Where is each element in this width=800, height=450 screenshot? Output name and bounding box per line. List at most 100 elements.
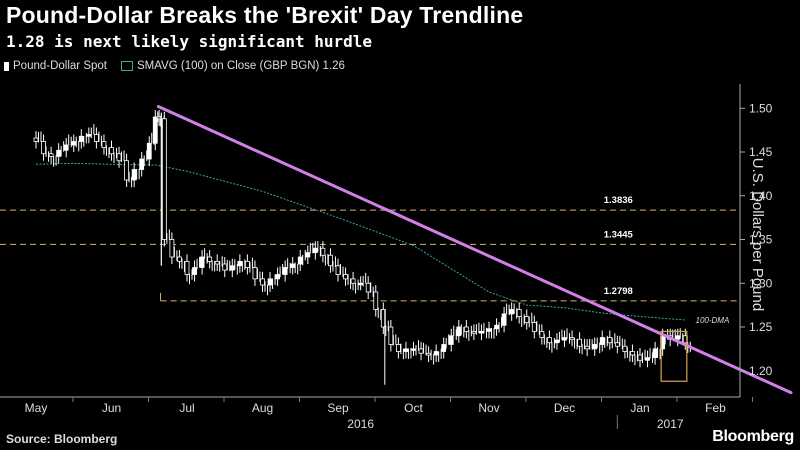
candle-body [675,335,681,340]
candle-body [161,118,167,240]
candle-body [388,326,394,345]
x-tick-label: May [25,401,48,415]
candle-body [207,256,213,262]
candle-body [494,324,499,330]
moving-average-line [35,162,686,321]
candle-body [305,252,311,258]
year-label-2017: 2017 [657,417,684,431]
y-axis-label: U.S. Dollars per Pound [748,157,766,312]
highlight-box [660,330,688,382]
candle-body [622,345,628,352]
level-label: 1.3445 [604,229,634,240]
candle-body [320,247,326,256]
trend-layer [156,105,793,395]
x-tick-label: Jul [179,401,194,415]
y-tick-label: 1.45 [749,145,773,159]
candle-body [645,357,650,361]
candle-body [252,267,258,280]
candle-body [146,142,152,160]
candle-body [282,267,288,275]
y-tick-label: 1.30 [749,276,773,290]
candle-body [637,354,643,361]
candle-body [124,160,129,181]
candle-body [418,348,424,354]
ma-label: 100-DMA [696,316,730,325]
candle-body [267,278,273,286]
candle-body [56,149,62,157]
x-tick-label: Nov [478,401,499,415]
candle-body [229,265,235,271]
x-tick-label: Oct [404,401,423,415]
level-label: 1.2798 [604,286,633,297]
x-tick-label: Feb [705,401,726,415]
candle-body [152,116,158,144]
candle-body [599,337,605,345]
candle-body [501,313,507,326]
trendline [156,105,793,395]
chart-title: Pound-Dollar Breaks the 'Brexit' Day Tre… [6,2,524,28]
candle-body [343,274,348,280]
candle-body [592,344,598,350]
candle-body [94,134,99,142]
level-label: 1.3836 [604,195,633,206]
candle-body [71,141,77,146]
y-tick-label: 1.25 [749,320,773,334]
candle-body [509,309,515,315]
candle-body [312,247,318,254]
source-note: Source: Bloomberg [6,432,118,446]
chart-subtitle: 1.28 is next likely significant hurdle [6,32,373,51]
candle-body [156,116,162,120]
candle-body [297,256,303,265]
candle-body [486,328,492,332]
candle-body [426,352,432,356]
candle-body [479,330,484,334]
candle-body [237,260,243,267]
candle-body [260,278,265,286]
x-tick-label: Aug [252,401,273,415]
candle-body [441,344,447,352]
year-label-2016: 2016 [347,417,374,431]
candle-body [116,153,122,162]
candle-body [614,342,620,347]
candle-body [365,282,371,293]
brand-logo: Bloomberg [712,428,794,445]
candle-body [463,326,469,332]
candle-body [177,256,182,262]
candle-body [403,348,409,352]
candle-body [169,239,175,258]
candle-body [448,335,454,345]
legend-item-spot: Pound-Dollar Spot [4,60,107,72]
candle-body [275,274,281,280]
candle-body [48,153,54,157]
candle-body [139,158,145,170]
candle-body [554,339,560,344]
candle-body [358,282,364,286]
candle-body [350,278,356,284]
candle-body [630,351,635,356]
candle-body [456,326,462,337]
candle-body [131,169,137,181]
candle-body [109,147,114,155]
candle-layer [33,110,691,385]
x-tick-label: Sep [327,401,349,415]
candle-body [41,141,46,155]
candle-body [214,260,220,265]
y-tick-label: 1.20 [749,364,773,378]
axis-layer: 1.50 1.45 1.40 1.35 1.30 1.25 1.20 May Jun Jul Aug… [0,84,773,431]
x-tick-label: Jun [102,401,121,415]
candle-body [547,337,552,344]
candle-body [86,134,92,137]
candle-body [471,330,477,334]
candle-body [101,141,107,149]
candle-body [395,344,401,352]
candle-body [539,330,545,338]
levels-layer: 1.3836 1.3445 1.2798 [0,195,740,302]
candle-body [328,254,333,267]
legend: Pound-Dollar Spot SMAVG (100) on Close (… [4,60,345,72]
x-tick-label: Jan [630,401,649,415]
candle-body [562,337,567,341]
candle-body [531,322,537,332]
candle-body [184,260,190,275]
candle-body [373,291,379,310]
